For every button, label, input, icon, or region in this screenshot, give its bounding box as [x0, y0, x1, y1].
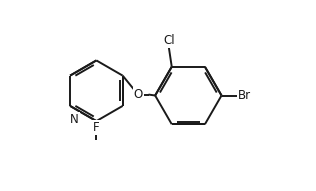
Text: N: N — [70, 113, 79, 126]
Text: Cl: Cl — [163, 34, 175, 47]
Text: O: O — [133, 88, 143, 101]
Text: Br: Br — [238, 89, 251, 102]
Text: F: F — [93, 121, 100, 134]
